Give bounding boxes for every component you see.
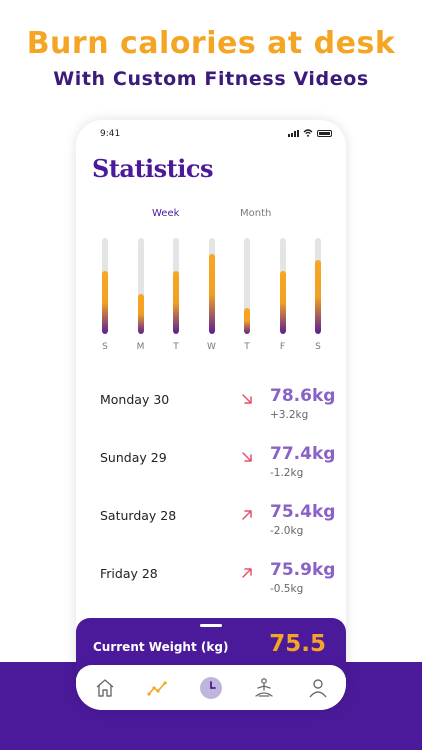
bar[interactable]	[244, 308, 250, 334]
bar[interactable]	[208, 254, 215, 334]
stats-icon	[147, 681, 167, 696]
nav-timer[interactable]	[198, 675, 224, 701]
day-label: M	[136, 342, 145, 352]
entry-weight: 78.6kg	[270, 386, 336, 406]
day-label: F	[279, 342, 286, 352]
bar-track	[279, 238, 286, 334]
entry-delta: -1.2kg	[270, 467, 304, 479]
entry-weight: 75.4kg	[270, 502, 336, 522]
bar[interactable]	[102, 271, 108, 334]
bar-track	[208, 238, 215, 334]
entry-delta: -2.0kg	[270, 525, 304, 537]
current-weight-label: Current Weight (kg)	[93, 640, 229, 654]
list-item[interactable]: Monday 30 78.6kg +3.2kg	[76, 386, 346, 436]
bar[interactable]	[137, 294, 144, 334]
phone-frame: 9:41 Statistics Week Month S M T W T F S Monda…	[76, 120, 346, 710]
day-label: S	[315, 342, 321, 352]
nav-home[interactable]	[92, 675, 118, 701]
drag-handle[interactable]	[200, 624, 222, 627]
day-label: W	[207, 342, 216, 352]
bar[interactable]	[279, 271, 286, 334]
yoga-icon	[255, 678, 273, 697]
bar[interactable]	[315, 260, 321, 334]
profile-icon	[309, 679, 327, 698]
list-item[interactable]: Saturday 28 75.4kg -2.0kg	[76, 502, 346, 552]
entry-date: Friday 28	[100, 566, 158, 581]
list-item[interactable]: Friday 28 75.9kg -0.5kg	[76, 560, 346, 610]
wifi-icon	[303, 129, 313, 137]
nav-profile[interactable]	[305, 675, 331, 701]
list-item[interactable]: Sunday 29 77.4kg -1.2kg	[76, 444, 346, 494]
day-label: T	[244, 342, 250, 352]
down-right-arrow-icon	[242, 452, 252, 462]
promo-subline: With Custom Fitness Videos	[53, 68, 369, 90]
entry-date: Monday 30	[100, 392, 170, 407]
promo-headline: Burn calories at desk	[26, 26, 396, 61]
bar[interactable]	[173, 271, 179, 334]
bar-track	[173, 238, 179, 334]
page-title: Statistics	[92, 154, 214, 183]
entry-weight: 75.9kg	[270, 560, 336, 580]
home-icon	[96, 679, 114, 697]
status-time: 9:41	[100, 129, 121, 139]
up-right-arrow-icon	[242, 568, 252, 578]
entry-delta: -0.5kg	[270, 583, 304, 595]
status-icons	[288, 129, 332, 137]
entry-date: Sunday 29	[100, 450, 167, 465]
entry-weight: 77.4kg	[270, 444, 336, 464]
bar-track	[137, 238, 144, 334]
nav-stats[interactable]	[144, 675, 170, 701]
tab-week[interactable]: Week	[152, 208, 180, 219]
current-weight-value: 75.5	[269, 631, 326, 657]
clock-icon	[200, 677, 222, 699]
entry-date: Saturday 28	[100, 508, 177, 523]
bar-track	[315, 238, 321, 334]
battery-icon	[317, 130, 332, 137]
down-right-arrow-icon	[242, 394, 252, 404]
signal-icon	[288, 130, 299, 137]
bottom-nav	[76, 665, 346, 710]
up-right-arrow-icon	[242, 510, 252, 520]
bar-track	[102, 238, 108, 334]
day-label: S	[102, 342, 108, 352]
day-label: T	[173, 342, 179, 352]
nav-yoga[interactable]	[251, 675, 277, 701]
tab-month[interactable]: Month	[240, 208, 272, 219]
bar-track	[244, 238, 250, 334]
entry-delta: +3.2kg	[270, 409, 309, 421]
